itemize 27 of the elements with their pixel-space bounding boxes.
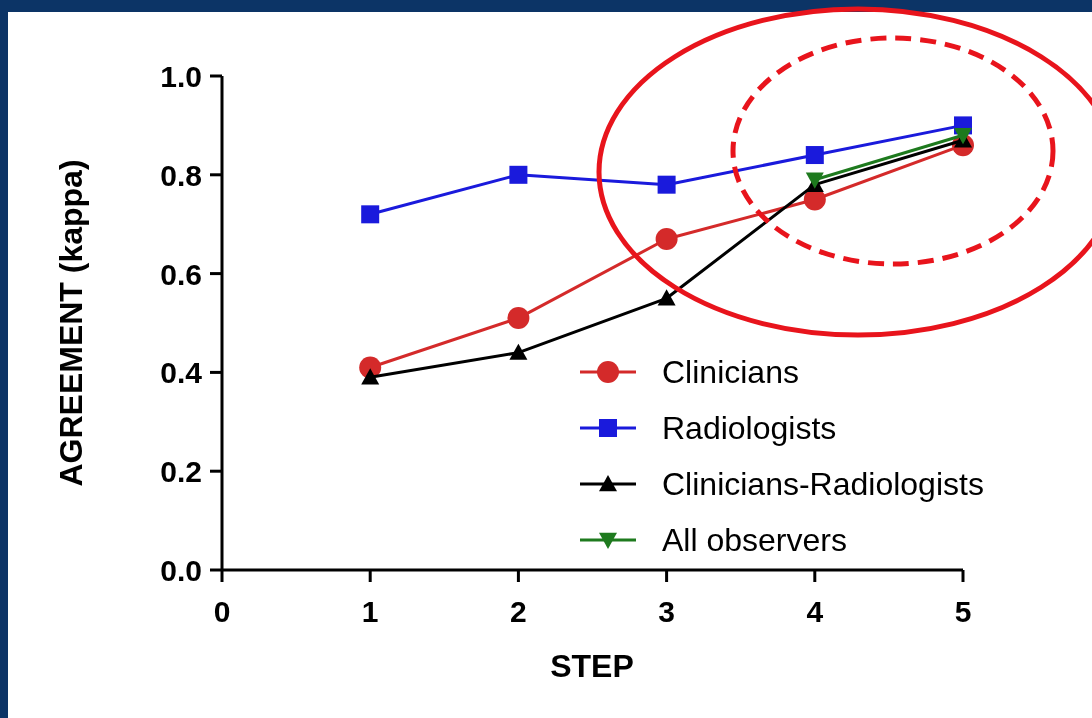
- point: [361, 205, 380, 224]
- legend-label: Clinicians: [662, 354, 799, 390]
- point: [657, 289, 676, 306]
- x-axis-title: STEP: [550, 648, 634, 684]
- legend-label: Clinicians-Radiologists: [662, 466, 984, 502]
- x-tick-label: 0: [213, 595, 231, 628]
- x-tick-label: 4: [806, 595, 824, 628]
- y-tick-label: 1.0: [160, 60, 202, 93]
- legend-label: All observers: [662, 522, 847, 558]
- point: [509, 343, 528, 360]
- point: [361, 368, 380, 385]
- x-tick-label: 2: [510, 595, 527, 628]
- legend-label: Radiologists: [662, 410, 837, 446]
- x-tick-label: 1: [361, 595, 379, 628]
- x-tick-label: 5: [954, 595, 972, 628]
- y-tick-label: 0.6: [160, 257, 202, 291]
- point: [657, 175, 676, 194]
- y-axis-title: AGREEMENT (kappa): [53, 159, 89, 487]
- point: [655, 228, 678, 251]
- point: [509, 165, 528, 184]
- point: [507, 307, 530, 330]
- y-tick-label: 0.4: [160, 356, 203, 390]
- y-tick-label: 0.2: [160, 455, 202, 489]
- x-tick-label: 3: [658, 595, 675, 628]
- y-tick-label: 0.0: [160, 554, 202, 587]
- point: [805, 146, 824, 165]
- y-tick-label: 0.8: [160, 158, 202, 192]
